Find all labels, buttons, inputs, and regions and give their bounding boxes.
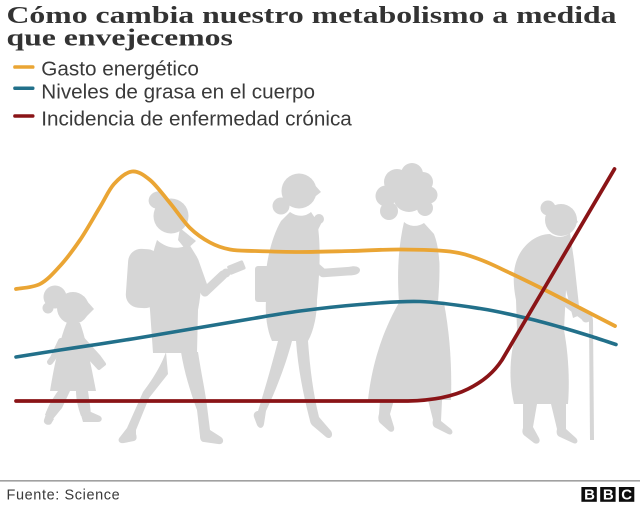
svg-text:Gasto energético: Gasto energético [41,58,199,81]
svg-text:Incidencia de enfermedad cróni: Incidencia de enfermedad crónica [41,108,352,131]
svg-text:Cómo cambia nuestro metabolism: Cómo cambia nuestro metabolismo a medida [7,3,617,29]
svg-text:C: C [621,487,632,504]
svg-text:Niveles de grasa en el cuerpo: Niveles de grasa en el cuerpo [41,81,315,104]
svg-text:B: B [584,487,595,504]
svg-text:Fuente: Science: Fuente: Science [7,488,121,504]
svg-text:que envejecemos: que envejecemos [7,25,233,51]
svg-text:B: B [603,487,614,504]
